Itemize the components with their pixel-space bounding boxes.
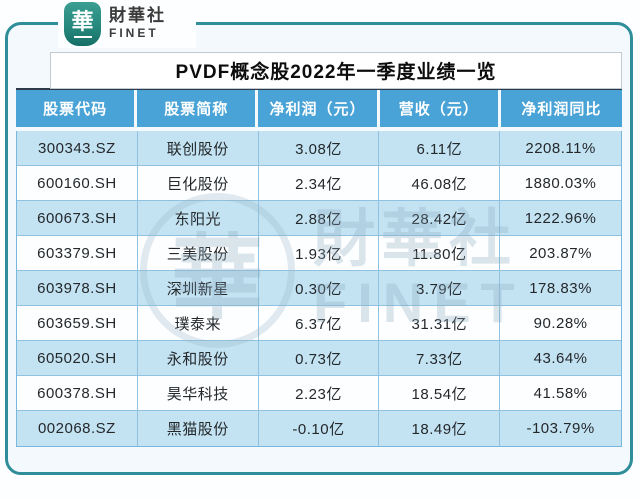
cell-profit: -0.10亿 (259, 411, 380, 446)
cell-code: 603379.SH (17, 236, 138, 270)
table-row: 002068.SZ 黑猫股份 -0.10亿 18.49亿 -103.79% (17, 411, 621, 446)
cell-yoy: -103.79% (526, 420, 595, 437)
title-box: PVDF概念股2022年一季度业绩一览 (50, 52, 622, 89)
cell-profit: 3.08亿 (259, 131, 380, 165)
cell-revenue: 18.54亿 (379, 376, 501, 410)
table-header-row: 股票代码 股票简称 净利润（元） 营收（元） 净利润同比 (16, 90, 622, 131)
cell-profit: 2.88亿 (259, 201, 380, 235)
header-cell-name: 股票简称 (137, 90, 259, 127)
cell-revenue: 6.11亿 (379, 131, 501, 165)
cell-yoy: 2208.11% (525, 139, 596, 157)
cell-yoy: 178.83% (529, 279, 592, 297)
cell-revenue: 46.08亿 (379, 166, 501, 200)
cell-profit: 0.30亿 (259, 271, 380, 305)
cell-yoy: 41.58% (533, 384, 588, 402)
table-row: 603379.SH 三美股份 1.93亿 11.80亿 203.87% (17, 236, 621, 271)
cell-code: 603978.SH (17, 271, 138, 305)
hua-logo-underline (73, 35, 92, 38)
table-body: 300343.SZ 联创股份 3.08亿 6.11亿 2208.11% 6001… (16, 131, 622, 447)
cell-name: 巨化股份 (138, 166, 259, 200)
cell-revenue: 28.42亿 (379, 201, 501, 235)
cell-code: 605020.SH (17, 341, 138, 375)
table-row: 600378.SH 昊华科技 2.23亿 18.54亿 41.58% (17, 376, 621, 411)
cell-yoy: 90.28% (533, 314, 588, 332)
cell-name: 昊华科技 (138, 376, 259, 410)
cell-yoy: 43.64% (533, 349, 588, 367)
page-title: PVDF概念股2022年一季度业绩一览 (175, 62, 497, 83)
cell-revenue: 11.80亿 (379, 236, 501, 270)
cell-name: 黑猫股份 (138, 411, 259, 446)
cell-revenue: 7.33亿 (379, 341, 501, 375)
cell-yoy: 1222.96% (524, 209, 597, 227)
cell-code: 600378.SH (17, 376, 138, 410)
cell-name: 深圳新星 (138, 271, 259, 305)
cell-yoy: 203.87% (529, 244, 592, 262)
cell-revenue: 3.79亿 (379, 271, 501, 305)
cell-code: 300343.SZ (17, 131, 138, 165)
header-cell-profit: 净利润（元） (258, 90, 380, 127)
header-cell-code: 股票代码 (16, 90, 138, 127)
cell-profit: 6.37亿 (259, 306, 380, 340)
table-row: 603978.SH 深圳新星 0.30亿 3.79亿 178.83% (17, 271, 621, 306)
stock-table: 股票代码 股票简称 净利润（元） 营收（元） 净利润同比 300343.SZ 联… (16, 88, 622, 448)
brand-logo: 華 財華社 FINET (58, 0, 196, 48)
cell-revenue: 31.31亿 (379, 306, 501, 340)
cell-profit: 2.23亿 (259, 376, 380, 410)
table-row: 300343.SZ 联创股份 3.08亿 6.11亿 2208.11% (17, 131, 621, 166)
cell-profit: 1.93亿 (259, 236, 380, 270)
cell-name: 东阳光 (138, 201, 259, 235)
brand-text: 財華社 FINET (109, 7, 166, 40)
table-row: 600160.SH 巨化股份 2.34亿 46.08亿 1880.03% (17, 166, 621, 201)
cell-name: 璞泰来 (138, 306, 259, 340)
header-cell-revenue: 营收（元） (380, 90, 501, 127)
cell-profit: 2.34亿 (259, 166, 380, 200)
cell-code: 600160.SH (17, 166, 138, 200)
table-row: 603659.SH 璞泰来 6.37亿 31.31亿 90.28% (17, 306, 621, 341)
cell-name: 三美股份 (138, 236, 259, 270)
cell-revenue: 18.49亿 (379, 411, 501, 446)
cell-code: 002068.SZ (17, 411, 138, 446)
brand-subname: FINET (109, 26, 159, 41)
cell-yoy: 1880.03% (524, 174, 597, 192)
hua-logo-icon: 華 (64, 2, 101, 46)
cell-name: 联创股份 (138, 131, 259, 165)
cell-code: 600673.SH (17, 201, 138, 235)
cell-name: 永和股份 (138, 341, 259, 375)
cell-profit: 0.73亿 (259, 341, 380, 375)
table-row: 600673.SH 东阳光 2.88亿 28.42亿 1222.96% (17, 201, 621, 236)
table-row: 605020.SH 永和股份 0.73亿 7.33亿 43.64% (17, 341, 621, 376)
brand-name: 財華社 (109, 6, 166, 26)
hua-logo-glyph: 華 (71, 8, 94, 34)
cell-code: 603659.SH (17, 306, 138, 340)
header-cell-yoy: 净利润同比 (521, 101, 602, 118)
